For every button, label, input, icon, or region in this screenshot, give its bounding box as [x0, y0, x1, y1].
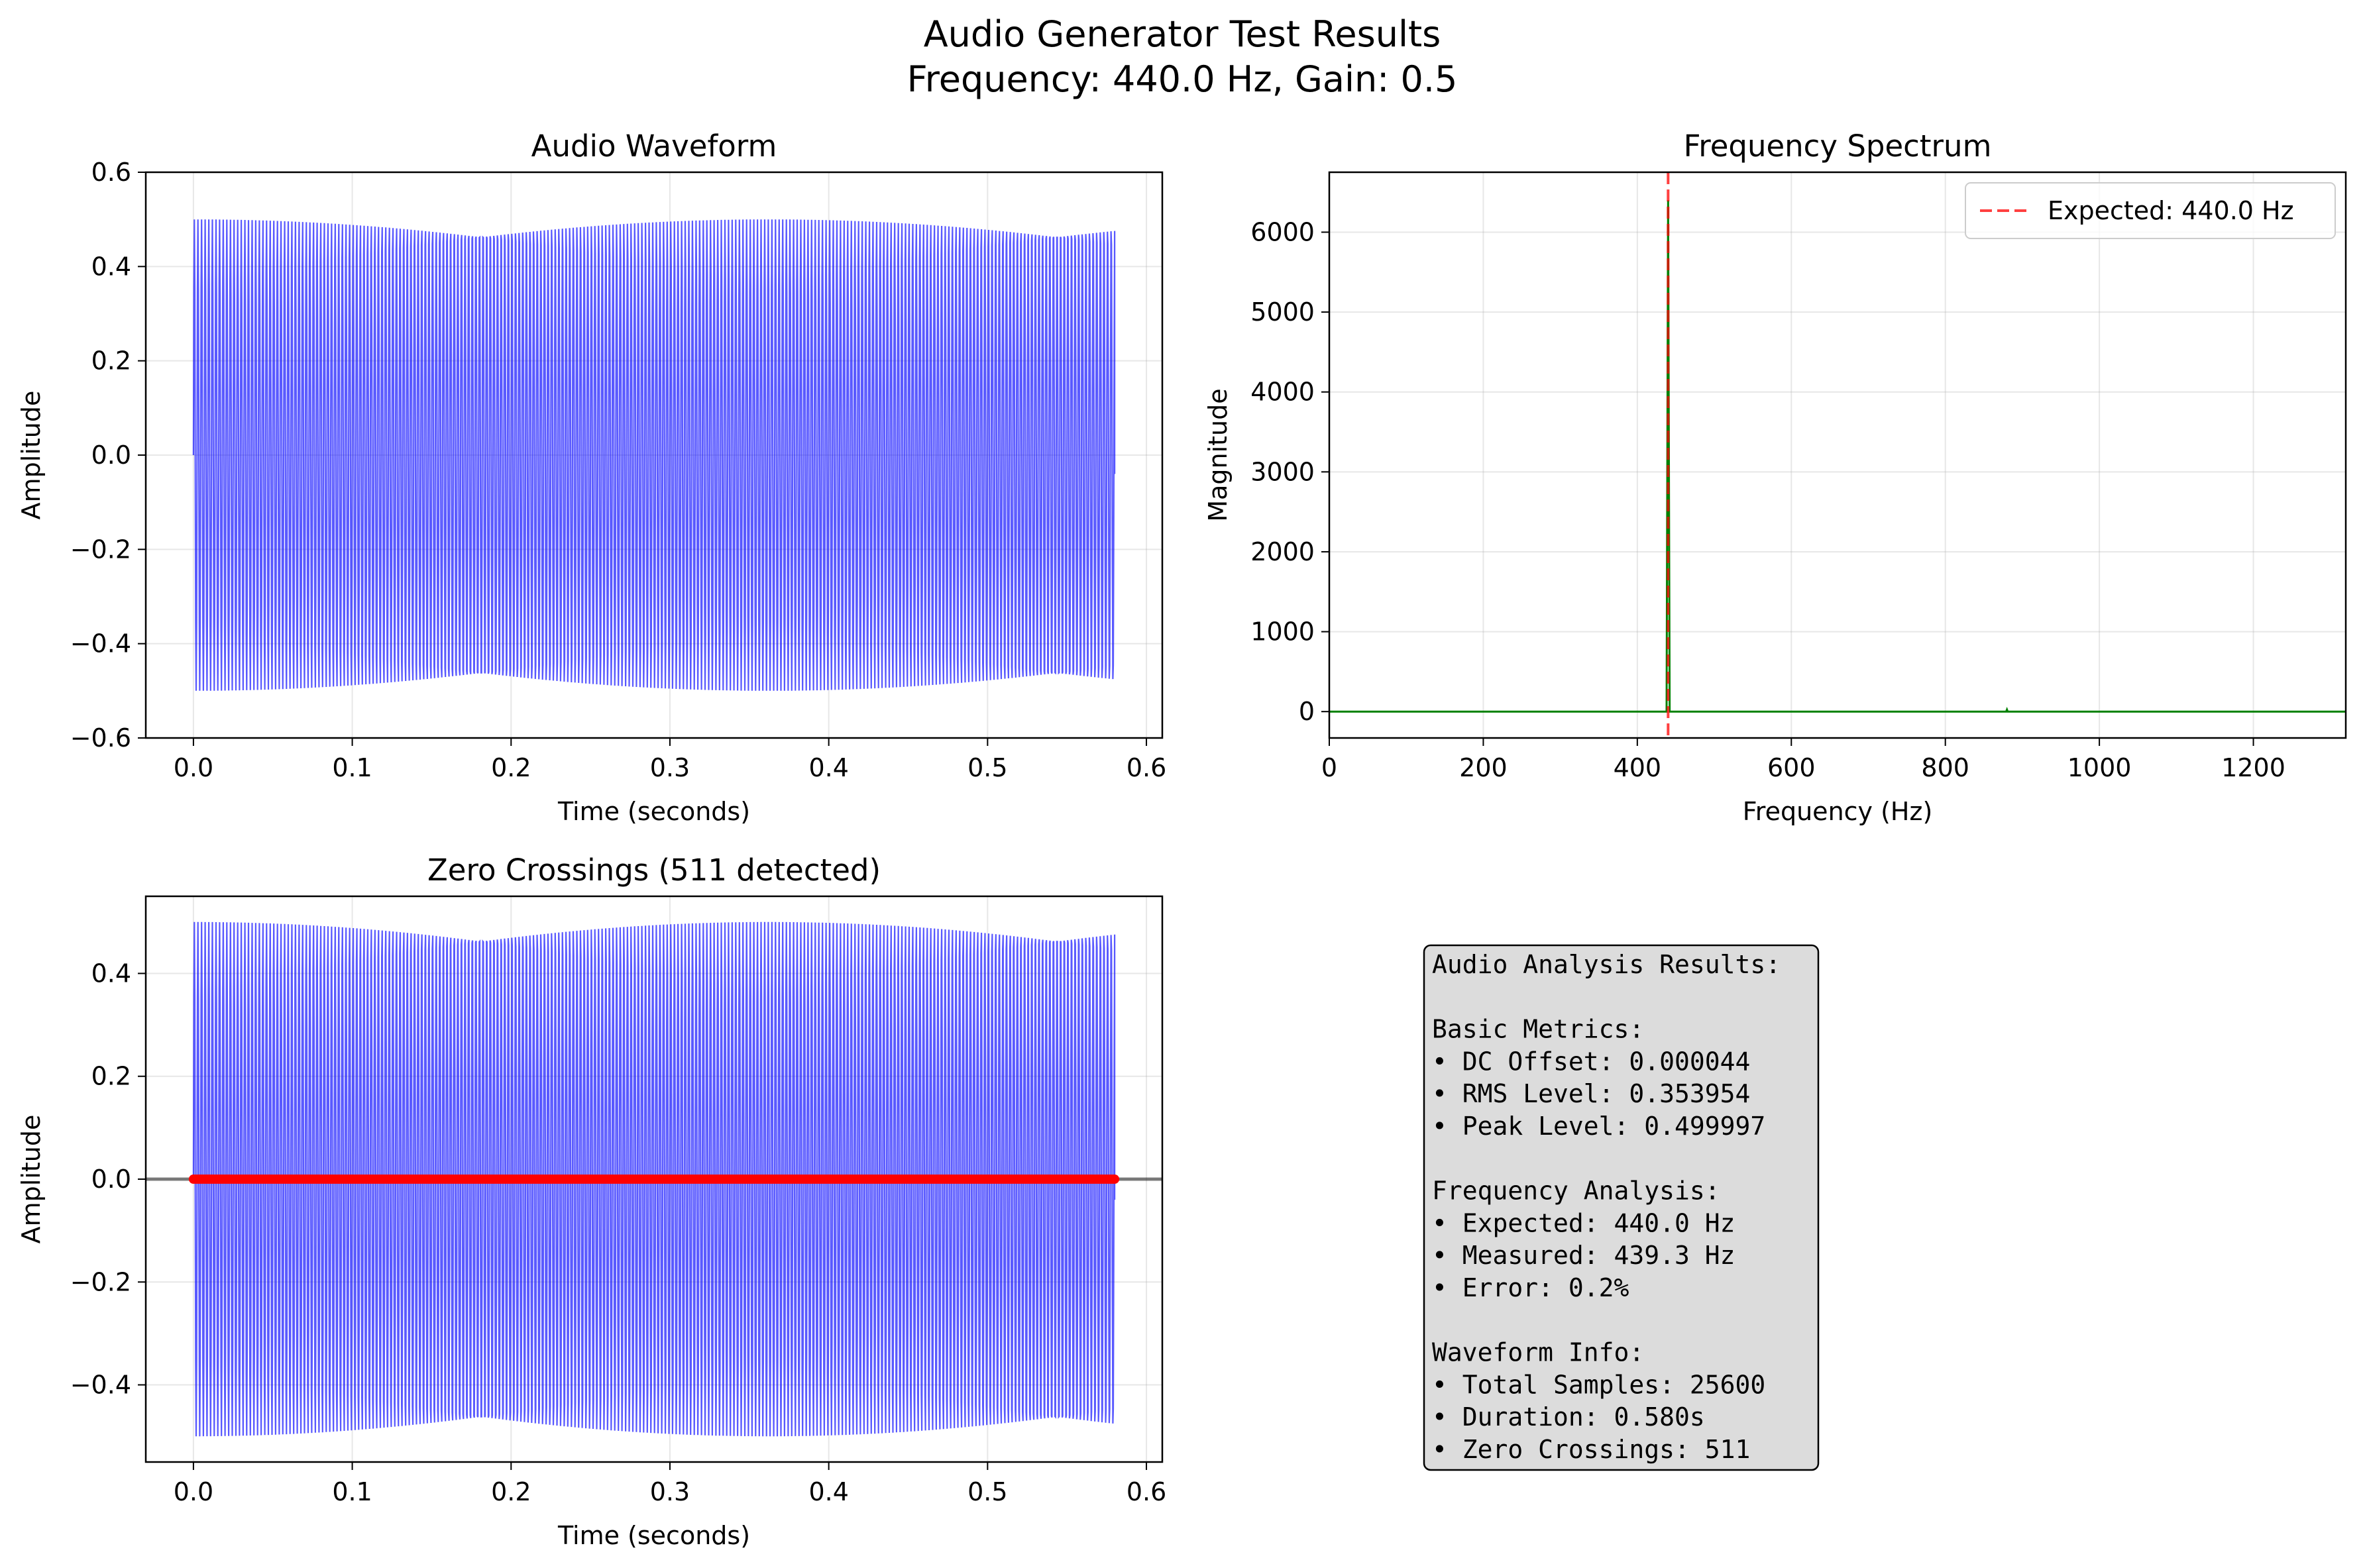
results-line: • RMS Level: 0.353954 — [1432, 1079, 1750, 1108]
x-tick-label: 0.5 — [967, 753, 1007, 782]
x-tick-label: 600 — [1767, 753, 1816, 782]
y-tick-label: −0.6 — [70, 723, 131, 753]
spectrum-line — [1329, 200, 2346, 713]
axes-frame — [1328, 171, 2347, 739]
plot-title: Frequency Spectrum — [1684, 129, 1992, 164]
y-tick-label: −0.4 — [70, 1371, 131, 1400]
results-line: • Duration: 0.580s — [1432, 1402, 1705, 1432]
x-tick-label: 0.1 — [332, 1477, 372, 1506]
x-tick-label: 0.5 — [967, 1477, 1007, 1506]
x-tick-label: 1000 — [2067, 753, 2132, 782]
y-tick-label: 5000 — [1250, 297, 1315, 327]
x-tick-label: 0.0 — [174, 1477, 213, 1506]
x-tick-label: 0.2 — [491, 753, 531, 782]
results-line: • Total Samples: 25600 — [1432, 1370, 1765, 1399]
axes-frame — [144, 895, 1164, 1463]
waveform-plot: 0.0 0.1 0.2 0.3 0.4 0.5 0.6 0.6 0.4 0.2 0.0 −0.2 −0.… — [17, 129, 1166, 826]
y-tick-label: 0 — [1299, 697, 1315, 726]
results-line: Basic Metrics: — [1432, 1015, 1644, 1044]
plot-title: Zero Crossings (511 detected) — [427, 853, 881, 888]
x-tick-label: 0.1 — [332, 753, 372, 782]
y-tick-label: 6000 — [1250, 217, 1315, 246]
results-box: Audio Analysis Results: Basic Metrics: • D… — [1423, 944, 1820, 1471]
y-axis-label: Magnitude — [1203, 388, 1233, 521]
x-tick-label: 0.3 — [650, 1477, 690, 1506]
y-axis-label: Amplitude — [17, 1115, 46, 1244]
results-line: • Expected: 440.0 Hz — [1432, 1208, 1735, 1237]
results-box-background — [1423, 944, 1820, 1471]
results-line: • DC Offset: 0.000044 — [1432, 1047, 1750, 1076]
results-line: Audio Analysis Results: — [1432, 950, 1781, 979]
x-tick-label: 800 — [1921, 753, 1969, 782]
x-axis-label: Time (seconds) — [557, 797, 750, 826]
y-tick-label: 0.4 — [91, 959, 131, 988]
zero-crossing-marker — [1110, 1175, 1120, 1184]
x-tick-label: 0.4 — [808, 1477, 848, 1506]
y-axis-label: Amplitude — [17, 391, 46, 520]
results-line: Frequency Analysis: — [1432, 1176, 1720, 1206]
zero-crossings-plot: 0.0 0.1 0.2 0.3 0.4 0.5 0.6 0.4 0.2 0.0 −0.2 −0.4 Ze… — [17, 853, 1166, 1550]
legend-label: Expected: 440.0 Hz — [2048, 196, 2294, 225]
legend-box — [1965, 182, 2336, 239]
results-line: Waveform Info: — [1432, 1338, 1644, 1367]
x-tick-label: 200 — [1459, 753, 1508, 782]
y-tick-label: −0.4 — [70, 629, 131, 658]
y-tick-label: 0.6 — [91, 158, 131, 187]
figure-subtitle: Frequency: 440.0 Hz, Gain: 0.5 — [907, 58, 1458, 100]
results-line: • Error: 0.2% — [1432, 1273, 1629, 1302]
waveform-line — [192, 921, 1116, 1437]
x-tick-label: 0.0 — [174, 753, 213, 782]
y-tick-label: 0.2 — [91, 346, 131, 376]
x-tick-label: 0.6 — [1127, 1477, 1166, 1506]
x-tick-label: 0 — [1321, 753, 1337, 782]
legend: Expected: 440.0 Hz — [1965, 182, 2336, 239]
y-tick-label: 1000 — [1250, 617, 1315, 647]
y-tick-label: 0.0 — [91, 1165, 131, 1194]
y-tick-label: −0.2 — [70, 1267, 131, 1296]
y-tick-label: 2000 — [1250, 537, 1315, 566]
results-line: • Peak Level: 0.499997 — [1432, 1112, 1765, 1141]
y-tick-label: 0.0 — [91, 441, 131, 470]
results-line: • Measured: 439.3 Hz — [1432, 1241, 1735, 1270]
x-axis-label: Frequency (Hz) — [1743, 797, 1933, 826]
x-tick-label: 1200 — [2221, 753, 2285, 782]
x-tick-label: 0.6 — [1127, 753, 1166, 782]
y-tick-label: 0.4 — [91, 252, 131, 281]
y-tick-label: 4000 — [1250, 378, 1315, 407]
x-tick-label: 400 — [1614, 753, 1662, 782]
grid — [1329, 172, 2346, 738]
zero-crossing-markers — [188, 1175, 1120, 1184]
results-line: • Zero Crossings: 511 — [1432, 1435, 1750, 1464]
x-tick-label: 0.4 — [808, 753, 848, 782]
plot-title: Audio Waveform — [531, 129, 777, 164]
y-tick-label: 3000 — [1250, 457, 1315, 486]
spectrum-plot: 0 200 400 600 800 1000 1200 6000 5000 4000 3000 200… — [1203, 129, 2347, 826]
waveform-line — [192, 219, 1116, 691]
axes-frame — [144, 171, 1164, 739]
y-tick-label: 0.2 — [91, 1062, 131, 1091]
figure-title: Audio Generator Test Results — [924, 13, 1441, 55]
x-tick-label: 0.3 — [650, 753, 690, 782]
x-tick-label: 0.2 — [491, 1477, 531, 1506]
y-tick-label: −0.2 — [70, 535, 131, 564]
x-axis-label: Time (seconds) — [557, 1521, 750, 1550]
